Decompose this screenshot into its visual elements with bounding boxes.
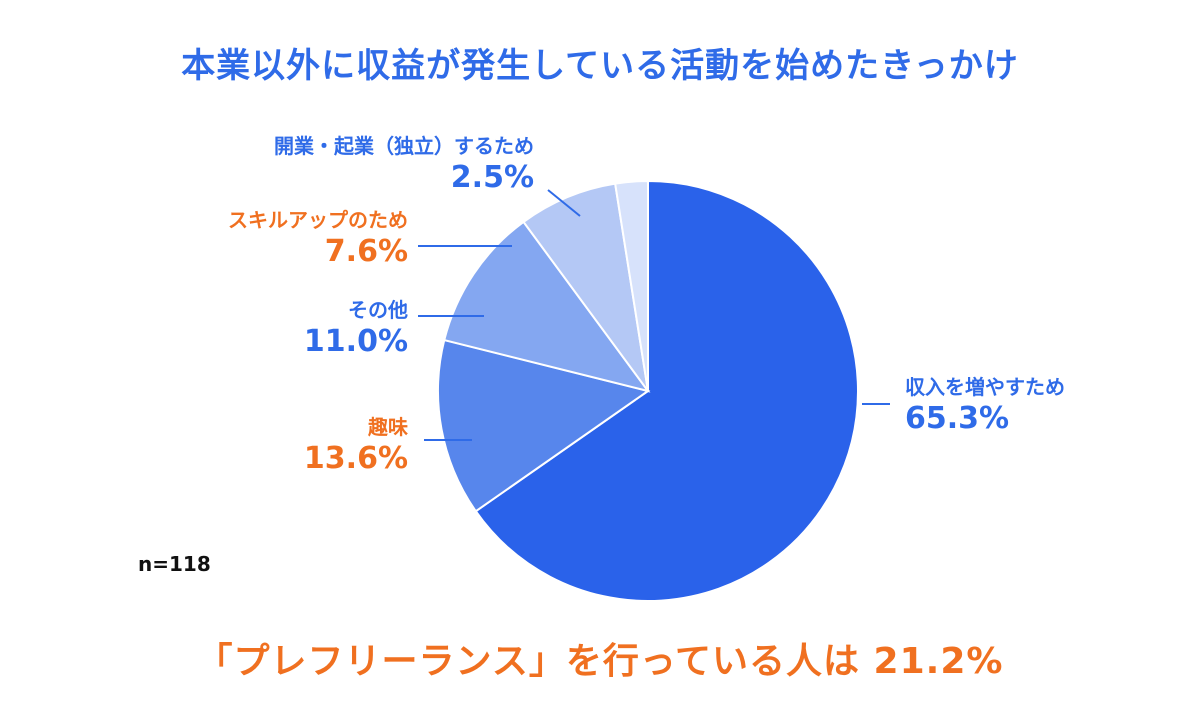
label-income: 収入を増やすため 65.3% [905, 375, 1065, 437]
label-income-name: 収入を増やすため [905, 375, 1065, 399]
label-other-name: その他 [348, 298, 408, 322]
label-startup-value: 2.5% [450, 160, 534, 195]
leader-line-startup [547, 189, 581, 217]
label-skillup: スキルアップのため 7.6% [228, 208, 408, 270]
label-income-value: 65.3% [905, 401, 1010, 436]
label-startup: 開業・起業（独立）するため 2.5% [274, 134, 534, 196]
label-hobby-name: 趣味 [368, 415, 408, 439]
label-startup-name: 開業・起業（独立）するため [274, 134, 534, 158]
pie-slice-hobby [437, 338, 651, 513]
sample-size-label: n=118 [138, 552, 211, 576]
footer-note: 「プレフリーランス」を行っている人は 21.2% [196, 641, 1004, 682]
label-other: その他 11.0% [304, 298, 408, 360]
label-skillup-value: 7.6% [324, 234, 408, 269]
pie-slice-income [474, 179, 859, 602]
label-skillup-name: スキルアップのため [228, 208, 408, 232]
chart-title: 本業以外に収益が発生している活動を始めたきっかけ [181, 46, 1019, 86]
label-other-value: 11.0% [303, 324, 408, 359]
pie-slice-startup [614, 179, 649, 392]
pie-slice-other [443, 220, 651, 393]
label-hobby: 趣味 13.6% [304, 415, 408, 477]
pie-slice-skillup [522, 182, 649, 392]
label-hobby-value: 13.6% [303, 441, 408, 476]
